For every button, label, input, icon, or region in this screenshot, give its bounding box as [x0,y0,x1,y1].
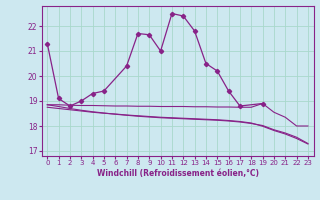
X-axis label: Windchill (Refroidissement éolien,°C): Windchill (Refroidissement éolien,°C) [97,169,259,178]
